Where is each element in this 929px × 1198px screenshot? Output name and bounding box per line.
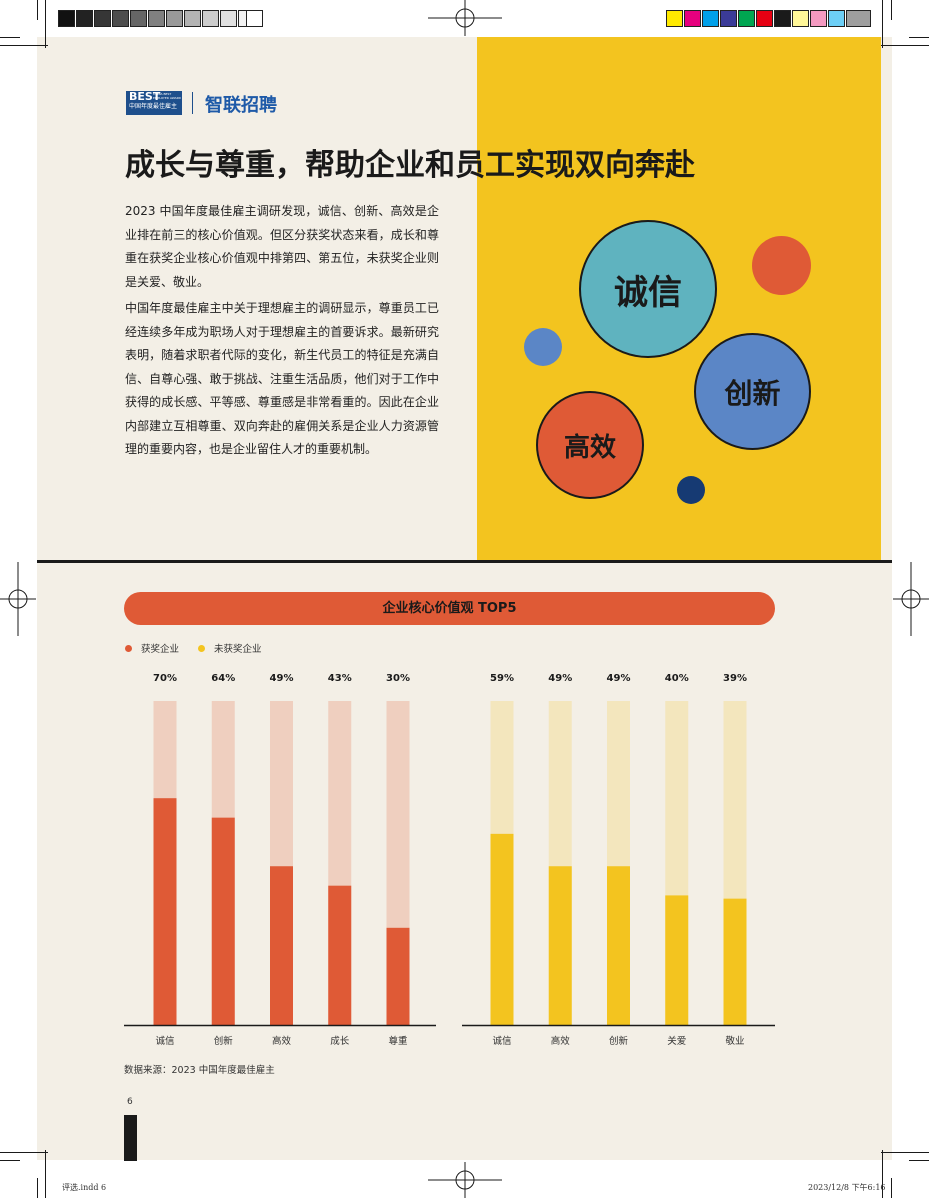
data-source: 数据来源：2023 中国年度最佳雇主: [124, 1065, 275, 1076]
category-label-awarded-3: 成长: [330, 1035, 350, 1047]
data-label-awarded-2: 49%: [270, 673, 294, 684]
decor-circle-blue: [524, 328, 562, 366]
bar-not-awarded-4: [723, 898, 747, 1025]
bar-not-awarded-0: [490, 833, 514, 1025]
best-employer-logo: BEST 中国年度最佳雇主 CHINA BEST EMPLOYER AWARD: [126, 91, 182, 115]
data-label-not-awarded-0: 59%: [490, 673, 514, 684]
bubble-chengxin: 诚信: [579, 220, 717, 358]
page-number: 6: [127, 1097, 133, 1107]
logo-best-text: BEST: [129, 90, 161, 103]
logo-small-text: CHINA BEST EMPLOYER AWARD: [153, 93, 181, 100]
zhaopin-logo: 智联招聘: [205, 95, 277, 116]
bar-awarded-0: [153, 798, 177, 1025]
paragraph-1: 2023 中国年度最佳雇主调研发现，诚信、创新、高效是企业排在前三的核心价值观。…: [125, 204, 439, 289]
category-label-not-awarded-2: 创新: [609, 1035, 629, 1047]
category-label-awarded-4: 尊重: [388, 1035, 408, 1047]
legend-label-awarded: 获奖企业: [141, 644, 180, 655]
chart-title-bar: [124, 592, 775, 625]
category-label-awarded-1: 创新: [214, 1035, 234, 1047]
bar-not-awarded-3: [665, 895, 689, 1025]
bubble-chuangxin: 创新: [694, 333, 811, 450]
data-label-not-awarded-4: 39%: [723, 673, 747, 684]
legend-dot-awarded: [125, 645, 132, 652]
logo-separator: [192, 92, 193, 114]
section-divider: [37, 560, 892, 563]
data-label-not-awarded-1: 49%: [548, 673, 572, 684]
print-slug-right: 2023/12/8 下午6:16: [808, 1183, 886, 1192]
bar-awarded-3: [328, 885, 352, 1025]
legend-dot-not-awarded: [198, 645, 205, 652]
bubble-chuangxin-label: 创新: [724, 376, 781, 410]
category-label-awarded-0: 诚信: [155, 1035, 174, 1047]
bar-awarded-1: [211, 817, 235, 1025]
decor-circle-red: [752, 236, 811, 295]
bubble-gaoxiao: 高效: [536, 391, 644, 499]
data-label-not-awarded-3: 40%: [665, 673, 689, 684]
data-label-awarded-3: 43%: [328, 673, 352, 684]
data-label-awarded-0: 70%: [153, 673, 177, 684]
bubble-chengxin-label: 诚信: [614, 272, 682, 313]
bar-awarded-2: [270, 866, 293, 1025]
paragraph-2: 中国年度最佳雇主中关于理想雇主的调研显示，尊重员工已经连续多年成为职场人对于理想…: [125, 301, 439, 456]
page-number-bar: [124, 1115, 137, 1161]
bar-not-awarded-2: [607, 866, 630, 1025]
logo-cn-text: 中国年度最佳雇主: [129, 103, 178, 110]
bubble-gaoxiao-label: 高效: [563, 432, 616, 463]
category-label-not-awarded-3: 关爱: [667, 1035, 686, 1047]
bar-not-awarded-1: [548, 866, 572, 1025]
legend-label-not-awarded: 未获奖企业: [214, 644, 262, 655]
category-label-not-awarded-0: 诚信: [492, 1035, 511, 1047]
category-label-not-awarded-1: 高效: [551, 1035, 571, 1047]
category-label-not-awarded-4: 敬业: [725, 1035, 744, 1047]
data-label-awarded-4: 30%: [386, 673, 410, 684]
print-slug-left: 评选.indd 6: [62, 1183, 107, 1192]
category-label-awarded-2: 高效: [272, 1035, 292, 1047]
bar-awarded-4: [386, 927, 410, 1025]
data-label-not-awarded-2: 49%: [607, 673, 631, 684]
decor-circle-navy: [677, 476, 705, 504]
page-title: 成长与尊重，帮助企业和员工实现双向奔赴: [125, 148, 695, 183]
data-label-awarded-1: 64%: [211, 673, 235, 684]
chart-title: 企业核心价值观 TOP5: [382, 601, 517, 616]
